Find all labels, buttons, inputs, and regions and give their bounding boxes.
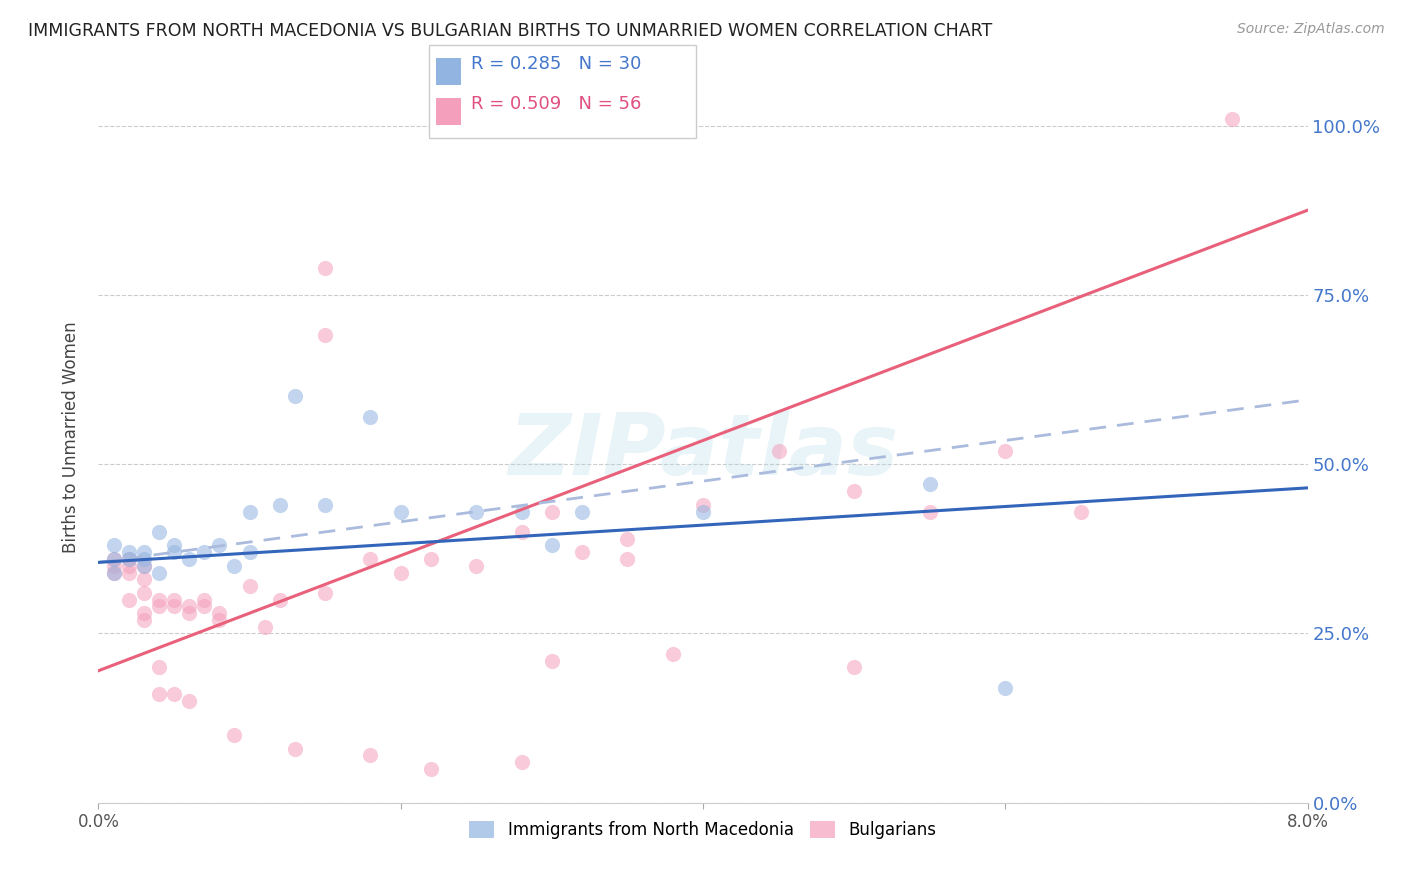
Point (132, 558, 155, 573)
Point (1220, 112, 1243, 126)
Point (389, 566, 412, 580)
Point (118, 552, 141, 566)
Point (193, 599, 215, 614)
Point (540, 538, 562, 552)
Point (148, 524, 170, 539)
Text: IMMIGRANTS FROM NORTH MACEDONIA VS BULGARIAN BIRTHS TO UNMARRIED WOMEN CORRELATI: IMMIGRANTS FROM NORTH MACEDONIA VS BULGA… (28, 22, 993, 40)
Point (103, 552, 125, 566)
Point (103, 566, 125, 580)
Point (103, 566, 125, 580)
Point (193, 592, 215, 607)
Point (239, 579, 262, 593)
Point (692, 498, 714, 512)
Point (132, 552, 155, 566)
Point (314, 328, 336, 343)
Point (148, 599, 170, 614)
Point (844, 660, 866, 674)
Point (103, 558, 125, 573)
Point (193, 545, 215, 559)
Text: Source: ZipAtlas.com: Source: ZipAtlas.com (1237, 22, 1385, 37)
Point (208, 538, 231, 552)
Point (540, 654, 562, 668)
Point (284, 389, 307, 403)
Point (179, 606, 201, 620)
Point (389, 505, 412, 519)
Point (179, 552, 201, 566)
Point (163, 545, 186, 559)
Point (163, 538, 186, 552)
Point (208, 613, 231, 627)
Point (918, 477, 941, 491)
Point (918, 505, 941, 519)
Point (239, 505, 262, 519)
Point (132, 586, 155, 600)
Point (224, 728, 246, 742)
Point (179, 599, 201, 614)
Point (571, 545, 593, 559)
Point (510, 755, 533, 769)
Text: R = 0.509   N = 56: R = 0.509 N = 56 (471, 95, 641, 113)
Point (103, 538, 125, 552)
Point (314, 498, 336, 512)
Point (163, 688, 186, 702)
Point (132, 606, 155, 620)
Point (103, 552, 125, 566)
Point (616, 552, 638, 566)
Point (118, 545, 141, 559)
Point (616, 532, 638, 546)
Point (148, 566, 170, 580)
Point (510, 524, 533, 539)
Point (420, 552, 443, 566)
Point (360, 748, 382, 763)
Point (661, 647, 683, 661)
Point (768, 443, 790, 458)
Point (148, 592, 170, 607)
Point (163, 592, 186, 607)
Point (118, 566, 141, 580)
Point (163, 599, 186, 614)
Y-axis label: Births to Unmarried Women: Births to Unmarried Women (62, 321, 80, 553)
Point (269, 592, 291, 607)
Text: ZIPatlas: ZIPatlas (508, 410, 898, 493)
Point (465, 505, 488, 519)
Point (132, 545, 155, 559)
Point (148, 688, 170, 702)
Legend: Immigrants from North Macedonia, Bulgarians: Immigrants from North Macedonia, Bulgari… (463, 814, 943, 846)
Point (844, 484, 866, 499)
Point (465, 558, 488, 573)
Point (269, 498, 291, 512)
Point (132, 572, 155, 586)
Point (208, 606, 231, 620)
Point (224, 558, 246, 573)
Point (692, 505, 714, 519)
Point (314, 586, 336, 600)
Point (239, 545, 262, 559)
Point (1070, 505, 1092, 519)
Point (132, 613, 155, 627)
Point (994, 681, 1017, 695)
Point (420, 762, 443, 776)
Point (253, 620, 276, 634)
Point (179, 694, 201, 708)
Point (510, 505, 533, 519)
Point (571, 505, 593, 519)
Point (540, 505, 562, 519)
Point (132, 558, 155, 573)
Point (284, 741, 307, 756)
Point (118, 558, 141, 573)
Point (994, 443, 1017, 458)
Point (148, 660, 170, 674)
Point (360, 409, 382, 424)
Point (314, 260, 336, 275)
Point (118, 552, 141, 566)
Text: R = 0.285   N = 30: R = 0.285 N = 30 (471, 55, 641, 73)
Point (360, 552, 382, 566)
Point (118, 592, 141, 607)
